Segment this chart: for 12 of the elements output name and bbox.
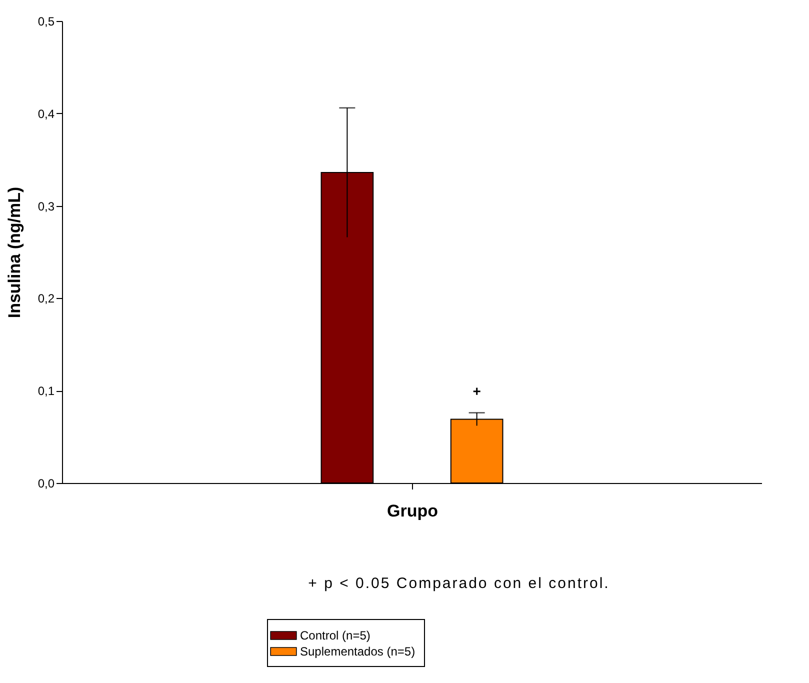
x-axis-title: Grupo: [387, 502, 438, 520]
text: + p < 0.05 Comparado con el control.: [307, 575, 611, 592]
y-axis-title: Insulina (ng/mL): [4, 186, 24, 318]
y-tick-label: 0,4: [38, 106, 55, 121]
annotation: +: [472, 382, 481, 399]
y-tick-label: 0,1: [38, 384, 55, 398]
y-tick-label: 0,2: [38, 292, 55, 306]
y-tick-label: 0,0: [38, 476, 55, 490]
legend-label: Suplementados (n=5): [300, 644, 416, 658]
y-tick-label: 0,5: [38, 14, 55, 28]
legend-label: Control (n=5): [300, 628, 370, 642]
y-tick-label: 0,3: [38, 199, 55, 214]
